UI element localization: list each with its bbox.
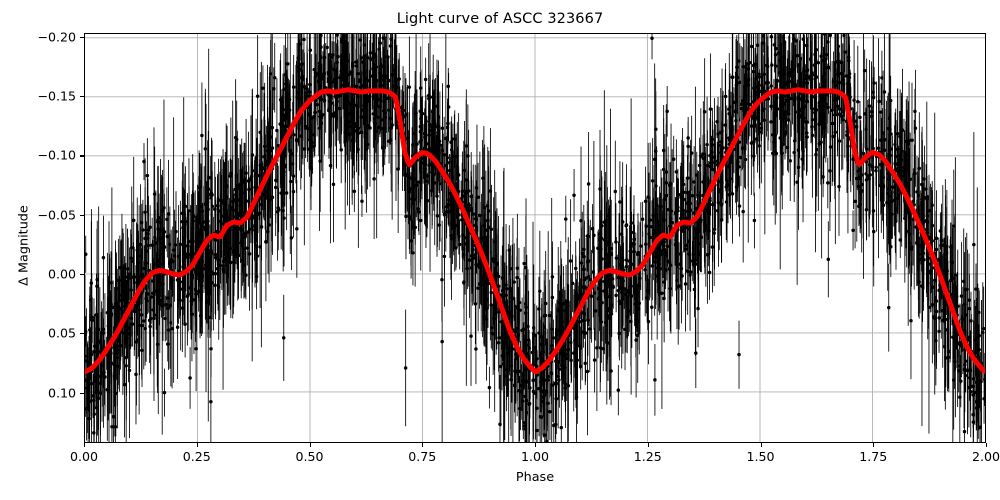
y-tick-label: 0.00 xyxy=(47,266,76,282)
x-tick-mark xyxy=(309,443,311,447)
y-tick-label: −0.05 xyxy=(37,207,76,223)
x-tick-mark xyxy=(422,443,424,447)
y-tick-mark xyxy=(80,392,84,394)
y-axis-label: Δ Magnitude xyxy=(16,205,32,286)
y-tick-label: −0.15 xyxy=(37,88,76,104)
x-tick-label: 1.25 xyxy=(633,449,662,464)
x-tick-label: 1.50 xyxy=(746,449,775,464)
x-tick-label: 0.00 xyxy=(69,449,99,464)
x-axis-label: Phase xyxy=(515,470,555,485)
y-tick-mark xyxy=(80,333,84,335)
x-tick-mark xyxy=(873,443,875,447)
y-tick-mark xyxy=(80,274,84,276)
x-tick-mark xyxy=(535,443,537,447)
y-tick-label: 0.05 xyxy=(47,325,76,341)
x-tick-mark xyxy=(986,443,988,447)
y-tick-label: −0.10 xyxy=(37,147,76,163)
y-tick-mark xyxy=(80,36,84,38)
mean-light-curve xyxy=(85,87,985,375)
x-tick-label: 0.75 xyxy=(408,449,437,464)
y-tick-label: 0.10 xyxy=(47,385,76,401)
x-tick-label: 2.00 xyxy=(971,449,1000,464)
plot-area xyxy=(84,33,986,443)
x-tick-label: 1.75 xyxy=(859,449,888,464)
x-tick-mark xyxy=(84,443,86,447)
y-tick-mark xyxy=(80,96,84,98)
page-title: Light curve of ASCC 323667 xyxy=(396,11,604,27)
x-tick-mark xyxy=(760,443,762,447)
plot-svg xyxy=(85,34,985,442)
x-tick-label: 0.25 xyxy=(182,449,211,464)
x-tick-label: 0.50 xyxy=(295,449,324,464)
x-tick-mark xyxy=(647,443,649,447)
y-tick-mark xyxy=(80,214,84,216)
y-tick-label: −0.20 xyxy=(37,29,76,45)
y-tick-mark xyxy=(80,155,84,157)
x-tick-label: 1.00 xyxy=(520,449,550,464)
x-tick-mark xyxy=(196,443,198,447)
